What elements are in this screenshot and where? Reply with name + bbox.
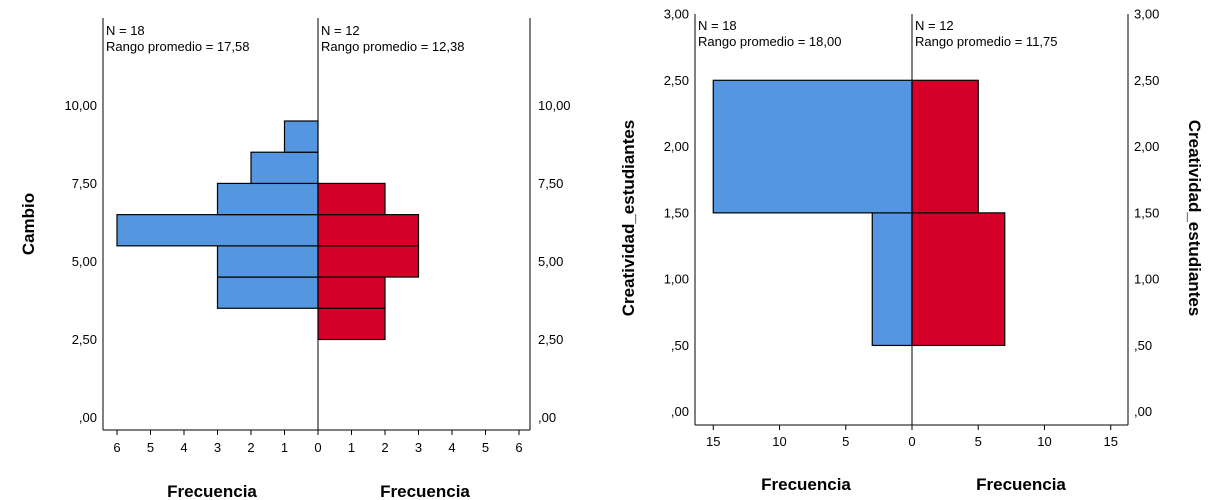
cambio-right-y-tick-label: ,00	[538, 410, 556, 425]
creatividad-left-y-tick-label: ,50	[671, 338, 689, 353]
cambio-right-bar-2	[317, 245, 420, 278]
creatividad-right-y-tick-label: 1,50	[1134, 205, 1159, 220]
creatividad-right-mean-rank: Rango promedio = 11,75	[915, 34, 1058, 49]
cambio-x-tick-right: 6	[515, 440, 522, 455]
cambio-x-title-right: Frecuencia	[380, 482, 470, 500]
creatividad-left-mean-rank: Rango promedio = 18,00	[698, 34, 841, 49]
cambio-left-y-tick-label: 10,00	[64, 98, 97, 113]
creatividad-x-title-right: Frecuencia	[976, 475, 1066, 494]
creatividad-left-bar-0	[871, 212, 913, 347]
cambio-right-y-tick-label: 5,00	[538, 254, 563, 269]
creatividad-right-y-tick-label: 2,50	[1134, 73, 1159, 88]
creatividad-right-n: N = 12	[915, 18, 954, 33]
creatividad-left-y-tick-label: 1,00	[664, 272, 689, 287]
cambio-x-tick-left: 2	[247, 440, 254, 455]
cambio-left-n: N = 18	[106, 23, 145, 38]
creatividad-right-y-ticks: ,00 ,50 1,00 1,50 2,00 2,50 3,00	[1134, 7, 1159, 420]
creatividad-right-y-tick-label: 3,00	[1134, 7, 1159, 22]
cambio-left-y-tick-label: 5,00	[72, 254, 97, 269]
cambio-left-bar-3	[216, 182, 319, 216]
creatividad-left-n: N = 18	[698, 18, 737, 33]
cambio-right-bar-0	[317, 307, 386, 341]
chart-creatividad: ,00 ,50 1,00 1,50 2,00 2,50 3,00 ,00 ,50 1,00 1,5…	[619, 7, 1204, 495]
cambio-left-y-tick-label: ,00	[79, 410, 97, 425]
cambio-x-tick-right: 5	[482, 440, 489, 455]
cambio-x-tick-right: 3	[415, 440, 422, 455]
creatividad-left-y-tick-label: 2,50	[664, 73, 689, 88]
cambio-left-mean-rank: Rango promedio = 17,58	[106, 39, 249, 54]
cambio-x-tick-left: 3	[214, 440, 221, 455]
creatividad-right-y-tick-label: 2,00	[1134, 139, 1159, 154]
creatividad-left-bar-1	[712, 79, 913, 214]
creatividad-x-tick-left: 0	[908, 434, 915, 449]
creatividad-left-y-tick-label: 3,00	[664, 7, 689, 22]
cambio-right-bar-1	[317, 276, 386, 309]
creatividad-left-y-ticks: ,00 ,50 1,00 1,50 2,00 2,50 3,00	[664, 7, 689, 420]
creatividad-right-y-axis-title: Creatividad_estudiantes	[1185, 120, 1204, 317]
cambio-left-bar-2	[116, 214, 319, 247]
cambio-x-tick-left: 4	[180, 440, 187, 455]
creatividad-right-y-tick-label: ,50	[1134, 338, 1152, 353]
creatividad-x-tick-right: 10	[1037, 434, 1051, 449]
cambio-x-tick-right: 2	[381, 440, 388, 455]
creatividad-right-bar-0	[911, 212, 1006, 347]
creatividad-right-y-tick-label: ,00	[1134, 404, 1152, 419]
cambio-right-y-tick-label: 7,50	[538, 176, 563, 191]
cambio-bars	[116, 120, 420, 341]
creatividad-right-bar-1	[911, 79, 979, 214]
cambio-left-bar-5	[283, 120, 319, 153]
cambio-left-bar-1	[216, 245, 319, 278]
cambio-left-y-tick-label: 7,50	[72, 176, 97, 191]
creatividad-bars	[712, 79, 1006, 347]
creatividad-x-ticks: 15 10 5 0 5 10 15	[706, 425, 1118, 449]
cambio-right-mean-rank: Rango promedio = 12,38	[321, 39, 464, 54]
creatividad-x-tick-right: 15	[1104, 434, 1118, 449]
cambio-right-y-ticks: ,00 2,50 5,00 7,50 10,00	[538, 98, 571, 425]
cambio-right-n: N = 12	[321, 23, 360, 38]
cambio-x-tick-left: 5	[147, 440, 154, 455]
creatividad-left-y-tick-label: ,00	[671, 404, 689, 419]
cambio-right-bar-4	[317, 182, 386, 216]
cambio-y-axis-title: Cambio	[19, 193, 38, 255]
cambio-x-title-left: Frecuencia	[167, 482, 257, 500]
cambio-x-tick-right: 4	[448, 440, 455, 455]
creatividad-left-y-axis-title: Creatividad_estudiantes	[619, 120, 638, 317]
cambio-x-tick-left: 6	[113, 440, 120, 455]
creatividad-left-y-tick-label: 2,00	[664, 139, 689, 154]
cambio-x-tick-right: 1	[348, 440, 355, 455]
creatividad-x-tick-left: 5	[842, 434, 849, 449]
creatividad-left-y-tick-label: 1,50	[664, 205, 689, 220]
cambio-x-ticks: 6 5 4 3 2 1 0 1 2 3 4 5 6	[113, 430, 523, 455]
creatividad-x-tick-left: 10	[772, 434, 786, 449]
creatividad-x-title-left: Frecuencia	[761, 475, 851, 494]
cambio-right-y-tick-label: 10,00	[538, 98, 571, 113]
cambio-right-bar-3	[317, 214, 420, 247]
cambio-right-y-tick-label: 2,50	[538, 332, 563, 347]
cambio-left-bar-0	[216, 276, 319, 309]
cambio-x-tick-left: 1	[281, 440, 288, 455]
creatividad-x-tick-right: 5	[975, 434, 982, 449]
cambio-x-tick-left: 0	[314, 440, 321, 455]
creatividad-right-y-tick-label: 1,00	[1134, 272, 1159, 287]
cambio-left-y-tick-label: 2,50	[72, 332, 97, 347]
cambio-left-y-ticks: ,00 2,50 5,00 7,50 10,00	[64, 98, 97, 425]
cambio-left-bar-4	[250, 151, 319, 185]
creatividad-x-tick-left: 15	[706, 434, 720, 449]
